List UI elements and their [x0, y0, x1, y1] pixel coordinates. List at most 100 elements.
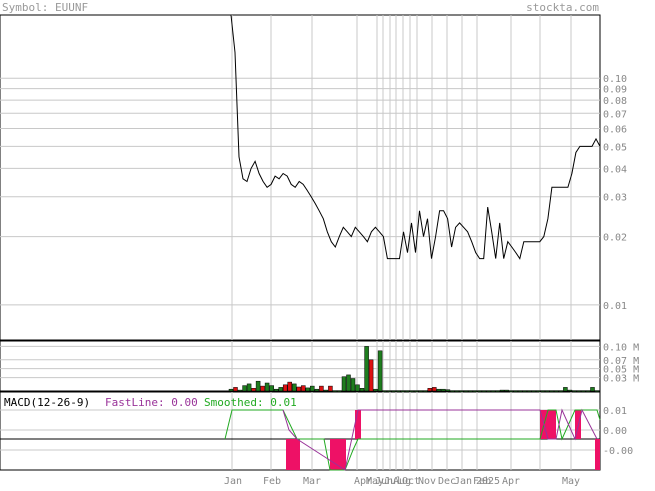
- volume-bar: [350, 378, 356, 392]
- volume-tick-label: 0.03 M: [603, 374, 639, 385]
- volume-panel-border: [0, 340, 601, 392]
- volume-bar: [594, 390, 600, 392]
- price-tick-label: 0.08: [603, 96, 627, 107]
- volume-bar: [400, 390, 405, 392]
- x-tick-label: Feb: [473, 476, 491, 486]
- volume-bar: [341, 376, 347, 392]
- volume-bar: [454, 390, 460, 392]
- volume-bar: [545, 390, 550, 392]
- price-tick-label: 0.03: [603, 193, 627, 204]
- volume-bar: [477, 390, 482, 392]
- volume-axis: 0.10 M 0.07 M0.05 M0.03 M: [603, 342, 639, 384]
- price-tick-label: 0.07: [603, 109, 627, 120]
- volume-bar: [490, 390, 496, 392]
- macd-tick-label: 0.00: [603, 426, 627, 437]
- x-tick-label: Apr: [354, 476, 372, 486]
- volume-bar: [450, 390, 455, 392]
- x-tick-label: Feb: [263, 476, 281, 486]
- macd-smoothed-label: Smoothed: 0.01: [204, 396, 297, 409]
- volume-bar: [346, 374, 351, 392]
- volume-bar: [558, 390, 564, 392]
- volume-bar: [499, 389, 505, 392]
- volume-bar: [409, 390, 414, 392]
- volume-bar: [436, 388, 442, 392]
- volume-bar: [251, 388, 256, 392]
- x-tick-label: Mar: [303, 476, 321, 486]
- volume-bar: [459, 390, 464, 392]
- price-tick-label: 0.09: [603, 85, 627, 96]
- volume-bar: [581, 390, 586, 392]
- volume-bar: [572, 390, 577, 392]
- volume-bar: [418, 390, 424, 392]
- volume-bar: [255, 380, 261, 392]
- volume-bar: [517, 390, 523, 392]
- x-tick-label: May: [562, 476, 580, 486]
- volume-bar: [328, 385, 333, 392]
- volume-tick-label: 0.07 M: [603, 356, 639, 367]
- macd-fast-line: [282, 408, 598, 471]
- volume-bar: [427, 388, 433, 392]
- price-panel: 0.100.090.08 0.07 0.06 0.05 0.04 0.03 0.02 0.01: [0, 14, 627, 341]
- volume-bar: [292, 383, 297, 392]
- macd-histogram-bar: [355, 410, 361, 439]
- volume-bar: [513, 390, 518, 392]
- volume-bar: [468, 390, 473, 392]
- volume-bar: [233, 387, 238, 392]
- price-tick-label: 0.05: [603, 142, 627, 153]
- volume-bar: [540, 390, 546, 392]
- volume-bar: [486, 390, 491, 392]
- volume-bar: [242, 385, 247, 392]
- macd-histogram-bar: [595, 439, 600, 470]
- x-tick-label: Apr: [502, 476, 520, 486]
- volume-bar: [373, 388, 378, 392]
- volume-bar: [269, 385, 274, 392]
- volume-panel: 0.10 M 0.07 M0.05 M0.03 M: [0, 340, 639, 392]
- macd-histogram-bar: [286, 439, 300, 470]
- volume-bar: [445, 389, 451, 392]
- volume-bar: [585, 390, 591, 392]
- price-tick-label: 0.06: [603, 124, 627, 135]
- volume-bar: [273, 388, 279, 392]
- volume-bar: [472, 390, 478, 392]
- volume-bar: [554, 390, 559, 392]
- volume-bar: [319, 385, 324, 392]
- x-tick-label: Jul: [384, 476, 402, 486]
- volume-bar: [463, 390, 469, 392]
- volume-bar: [237, 389, 243, 392]
- volume-bar: [508, 390, 514, 392]
- volume-bar: [337, 390, 342, 392]
- macd-title: MACD(12-26-9): [4, 396, 90, 409]
- price-tick-label: 0.10: [603, 74, 627, 85]
- volume-bar: [364, 346, 369, 392]
- volume-bar: [282, 384, 288, 392]
- x-tick-label: Oct: [402, 476, 420, 486]
- x-tick-label: Jun: [375, 476, 393, 486]
- volume-bar: [305, 387, 311, 392]
- volume-grid: [0, 341, 600, 391]
- volume-bar: [423, 390, 428, 392]
- volume-bar: [228, 388, 234, 392]
- volume-bar: [377, 350, 383, 392]
- volume-bar: [395, 390, 401, 392]
- volume-bar: [359, 388, 365, 392]
- macd-tick-label: -0.00: [603, 446, 633, 457]
- macd-histogram-bar: [548, 410, 554, 439]
- volume-bar: [563, 387, 568, 392]
- volume-bar: [414, 390, 419, 392]
- x-tick-label: 2025: [476, 476, 500, 486]
- macd-histogram-bar: [330, 439, 346, 470]
- volume-bar: [314, 388, 320, 392]
- x-tick-label: Aug: [393, 476, 411, 486]
- volume-bar: [382, 390, 387, 392]
- x-tick-label: May: [366, 476, 384, 486]
- volume-bar: [481, 390, 487, 392]
- volume-bar: [386, 390, 392, 392]
- volume-tick-label: 0.05 M: [603, 365, 639, 376]
- volume-bar: [287, 381, 292, 392]
- volume-bar: [310, 385, 315, 392]
- volume-bar: [246, 383, 252, 392]
- volume-bar: [441, 388, 446, 392]
- volume-bars: [228, 346, 600, 392]
